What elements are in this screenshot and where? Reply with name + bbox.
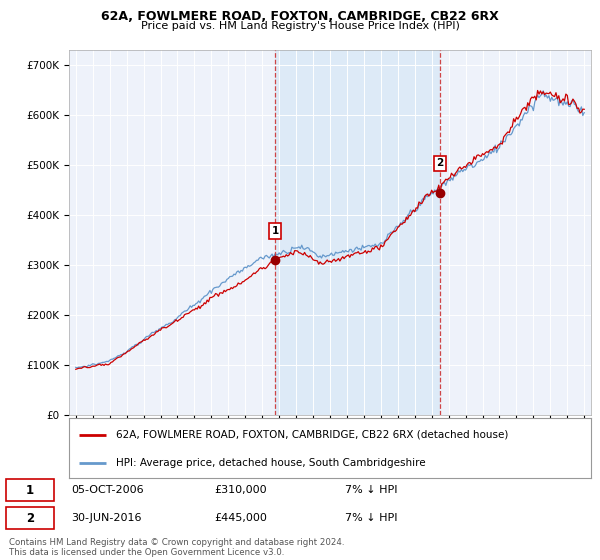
Text: 05-OCT-2006: 05-OCT-2006 — [71, 485, 144, 495]
Bar — [275, 50, 440, 415]
Text: 30-JUN-2016: 30-JUN-2016 — [71, 513, 142, 523]
FancyBboxPatch shape — [6, 507, 53, 529]
Text: HPI: Average price, detached house, South Cambridgeshire: HPI: Average price, detached house, Sout… — [116, 458, 425, 468]
Text: Contains HM Land Registry data © Crown copyright and database right 2024.
This d: Contains HM Land Registry data © Crown c… — [9, 538, 344, 557]
Text: 7% ↓ HPI: 7% ↓ HPI — [344, 513, 397, 523]
Text: 1: 1 — [271, 226, 279, 236]
FancyBboxPatch shape — [6, 479, 53, 501]
Text: Price paid vs. HM Land Registry's House Price Index (HPI): Price paid vs. HM Land Registry's House … — [140, 21, 460, 31]
Text: 1: 1 — [26, 483, 34, 497]
Text: £310,000: £310,000 — [214, 485, 266, 495]
Text: 2: 2 — [437, 158, 444, 169]
Text: £445,000: £445,000 — [214, 513, 267, 523]
Text: 62A, FOWLMERE ROAD, FOXTON, CAMBRIDGE, CB22 6RX (detached house): 62A, FOWLMERE ROAD, FOXTON, CAMBRIDGE, C… — [116, 430, 508, 440]
Text: 7% ↓ HPI: 7% ↓ HPI — [344, 485, 397, 495]
Text: 62A, FOWLMERE ROAD, FOXTON, CAMBRIDGE, CB22 6RX: 62A, FOWLMERE ROAD, FOXTON, CAMBRIDGE, C… — [101, 10, 499, 23]
Text: 2: 2 — [26, 512, 34, 525]
